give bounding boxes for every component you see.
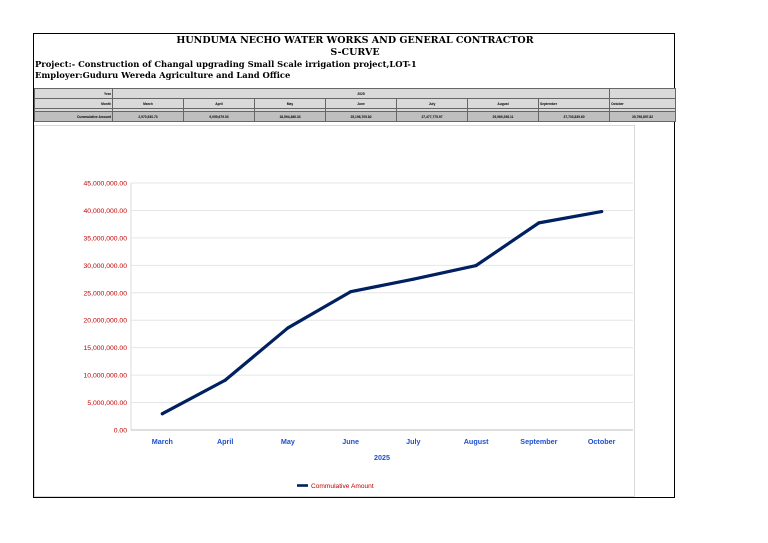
amount-cell: 37,733,839.60 xyxy=(537,111,611,122)
amount-cell: 25,196,705.82 xyxy=(325,111,397,122)
company-title: HUNDUMA NECHO WATER WORKS AND GENERAL CO… xyxy=(176,35,534,46)
amount-cell: 39,798,897.82 xyxy=(609,111,677,122)
spacer-row xyxy=(34,108,677,112)
x-tick-label: May xyxy=(281,437,295,446)
s-curve-title: S-CURVE xyxy=(330,47,380,58)
amount-cell: 2,970,530.73 xyxy=(112,111,184,122)
month-label-cell: Month xyxy=(34,98,113,109)
y-tick-label: 45,000,000.00 xyxy=(84,181,128,188)
x-tick-label: June xyxy=(342,437,359,446)
data-point xyxy=(411,277,415,281)
x-tick-label: September xyxy=(520,437,557,446)
month-cell: October xyxy=(609,98,677,109)
y-tick-label: 0.00 xyxy=(114,428,127,435)
data-point xyxy=(600,209,604,214)
year-row: Year 2025 xyxy=(34,88,677,99)
project-line: Project:- Construction of Changal upgrad… xyxy=(35,59,417,69)
y-tick-label: 20,000,000.00 xyxy=(84,318,128,325)
data-point xyxy=(349,290,353,294)
chart-area: 0.00 5,000,000.00 10,000,000.00 15,000,000.… xyxy=(34,125,635,497)
month-cell: March xyxy=(112,98,184,109)
x-tick-label: March xyxy=(152,437,173,446)
y-tick-label: 35,000,000.00 xyxy=(84,235,128,242)
x-tick-label: August xyxy=(464,437,489,446)
amount-cell: 29,969,298.11 xyxy=(467,111,539,122)
y-tick-label: 15,000,000.00 xyxy=(84,345,128,352)
schedule-table: Year 2025 Month March April May June Jul… xyxy=(34,88,677,122)
year-empty-cell xyxy=(609,88,677,99)
month-cell: May xyxy=(254,98,326,109)
month-cell: September xyxy=(537,98,611,109)
data-point xyxy=(286,326,290,330)
amount-label-cell: Cummulative Amount xyxy=(34,111,113,122)
x-tick-label: July xyxy=(406,437,420,446)
y-tick-label: 30,000,000.00 xyxy=(84,263,128,270)
y-tick-label: 10,000,000.00 xyxy=(84,373,128,380)
month-cell: April xyxy=(183,98,255,109)
amount-cell: 18,594,486.33 xyxy=(254,111,326,122)
x-axis-title: 2025 xyxy=(374,453,390,462)
data-point xyxy=(537,221,541,225)
month-cell: August xyxy=(467,98,539,109)
amount-row: Cummulative Amount 2,970,530.73 9,059,67… xyxy=(34,111,677,122)
data-point xyxy=(474,263,478,268)
year-label-cell: Year xyxy=(34,88,113,99)
data-point xyxy=(160,412,164,416)
spreadsheet-area: HUNDUMA NECHO WATER WORKS AND GENERAL CO… xyxy=(33,33,677,498)
month-cell: June xyxy=(325,98,397,109)
series-line xyxy=(160,209,604,416)
y-tick-label: 5,000,000.00 xyxy=(87,400,127,407)
employer-line: Employer:Guduru Wereda Agriculture and L… xyxy=(35,70,291,80)
x-tick-label: October xyxy=(588,437,616,446)
x-tick-label: April xyxy=(217,437,233,446)
y-tick-label: 25,000,000.00 xyxy=(84,290,128,297)
month-cell: July xyxy=(396,98,468,109)
amount-cell: 9,059,679.03 xyxy=(183,111,255,122)
amount-cell: 27,477,775.97 xyxy=(396,111,468,122)
year-value-cell: 2025 xyxy=(111,88,611,99)
y-tick-label: 40,000,000.00 xyxy=(84,208,128,215)
s-curve-chart: 0.00 5,000,000.00 10,000,000.00 15,000,000.… xyxy=(84,181,633,490)
month-row: Month March April May June July August S… xyxy=(34,98,677,109)
data-point xyxy=(223,378,227,382)
legend-label: Commulative Amount xyxy=(311,483,374,490)
